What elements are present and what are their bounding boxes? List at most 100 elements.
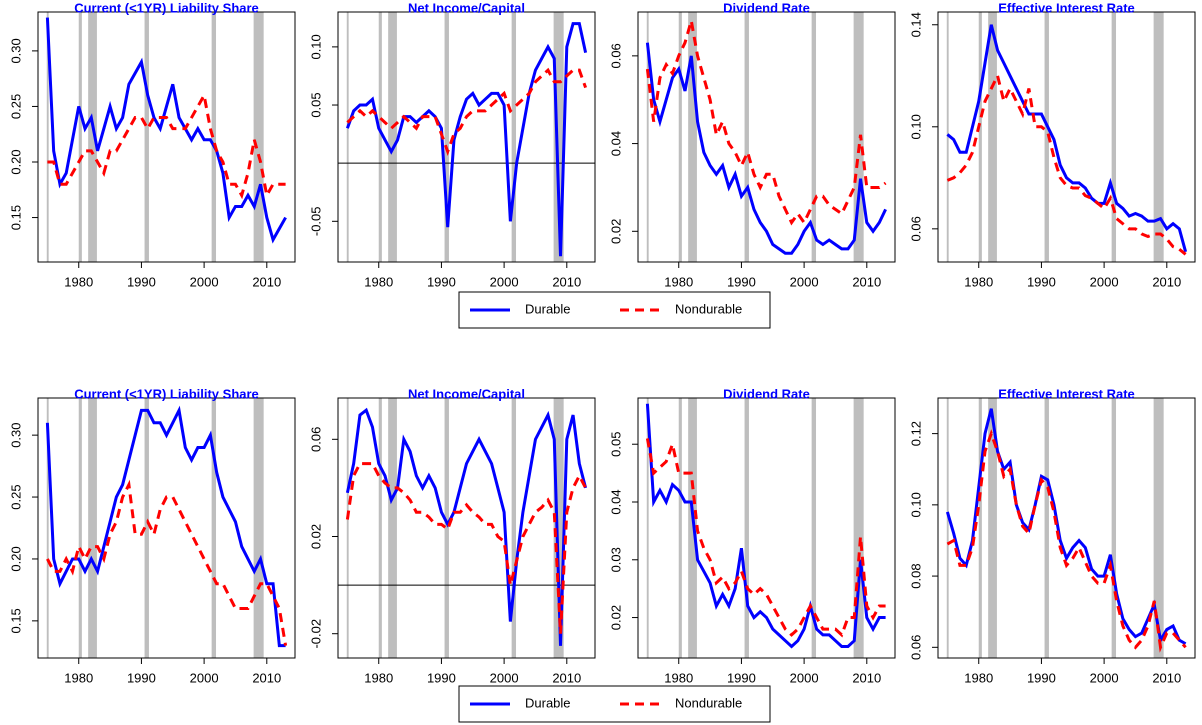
x-tick-label: 1980	[664, 670, 693, 685]
x-tick-label: 2010	[552, 274, 581, 289]
x-tick-label: 1990	[127, 670, 156, 685]
x-tick-label: 1980	[64, 670, 93, 685]
recession-band	[988, 398, 997, 658]
y-tick-label: 0.10	[308, 34, 323, 59]
chart-title: Effective Interest Rate	[998, 386, 1135, 401]
series-line	[47, 91, 286, 200]
x-tick-label: 2000	[1090, 670, 1119, 685]
chart-title: Current (<1YR) Liability Share	[74, 0, 259, 15]
recession-band	[144, 12, 149, 262]
y-tick-label: 0.05	[608, 432, 623, 457]
recession-band	[1111, 12, 1117, 262]
y-tick-label: 0.10	[908, 492, 923, 517]
recession-band	[444, 12, 449, 262]
x-tick-label: 1980	[364, 670, 393, 685]
recession-band	[553, 398, 564, 658]
recession-band	[946, 398, 949, 658]
x-tick-label: 2000	[490, 274, 519, 289]
y-tick-label: 0.06	[908, 216, 923, 241]
x-tick-label: 1990	[427, 274, 456, 289]
series-line	[645, 403, 886, 649]
series-line	[645, 438, 886, 638]
recession-band	[253, 398, 264, 658]
recession-band	[88, 12, 97, 262]
recession-band	[46, 398, 49, 658]
recession-band	[211, 398, 217, 658]
y-tick-label: 0.03	[608, 547, 623, 572]
recession-band	[1153, 398, 1164, 658]
recession-band	[811, 398, 817, 658]
recession-band	[946, 12, 949, 262]
series-line	[346, 67, 588, 156]
y-tick-label: 0.06	[908, 635, 923, 660]
x-tick-label: 2000	[790, 274, 819, 289]
recession-band	[646, 398, 649, 658]
legend-label: Nondurable	[675, 301, 742, 316]
series-line	[345, 22, 588, 257]
plot-frame	[937, 11, 1196, 263]
x-tick-label: 2000	[790, 670, 819, 685]
legend-label: Nondurable	[675, 695, 742, 710]
x-tick-label: 1990	[427, 670, 456, 685]
recession-band	[78, 398, 82, 658]
recession-band	[988, 12, 997, 262]
y-tick-label: 0.02	[308, 524, 323, 549]
recession-band	[1044, 398, 1049, 658]
plot-frame	[337, 397, 596, 659]
y-tick-label: 0.25	[8, 484, 23, 509]
recession-band	[144, 398, 149, 658]
recession-band	[853, 12, 864, 262]
chart-title: Dividend Rate	[723, 386, 810, 401]
recession-band	[388, 398, 397, 658]
y-tick-label: 0.02	[608, 219, 623, 244]
x-tick-label: 1990	[1027, 274, 1056, 289]
plot-frame	[637, 397, 896, 659]
recession-band	[978, 12, 982, 262]
y-tick-label: 0.15	[8, 608, 23, 633]
x-tick-label: 2010	[1152, 274, 1181, 289]
recession-band	[646, 12, 649, 262]
y-tick-label: 0.30	[8, 38, 23, 63]
recession-band	[378, 398, 382, 658]
legend-label: Durable	[525, 301, 571, 316]
chart-title: Current (<1YR) Liability Share	[74, 386, 259, 401]
recession-band	[511, 12, 517, 262]
y-tick-label: -0.02	[308, 619, 323, 649]
series-line	[45, 405, 286, 648]
chart-title: Net Income/Capital	[408, 386, 525, 401]
y-tick-label: 0.06	[308, 427, 323, 452]
x-tick-label: 2010	[252, 274, 281, 289]
recession-band	[688, 398, 697, 658]
x-tick-label: 2010	[852, 274, 881, 289]
y-tick-label: 0.02	[608, 605, 623, 630]
legend-label: Durable	[525, 695, 571, 710]
recession-band	[346, 12, 349, 262]
recession-band	[678, 12, 682, 262]
series-line	[345, 462, 587, 634]
recession-band	[444, 398, 449, 658]
series-line	[945, 408, 1187, 646]
y-tick-label: 0.25	[8, 94, 23, 119]
legend-box	[458, 685, 771, 723]
recession-band	[1111, 398, 1117, 658]
series-line	[46, 479, 288, 646]
y-tick-label: 0.04	[608, 489, 623, 514]
recession-band	[46, 12, 49, 262]
chart-title: Net Income/Capital	[408, 0, 525, 15]
y-tick-label: 0.15	[8, 205, 23, 230]
y-tick-label: 0.20	[8, 546, 23, 571]
y-tick-label: 0.10	[908, 114, 923, 139]
y-tick-label: -0.05	[308, 206, 323, 236]
legend-box	[458, 291, 771, 329]
recession-band	[346, 398, 349, 658]
x-tick-label: 1990	[127, 274, 156, 289]
x-tick-label: 2010	[552, 670, 581, 685]
y-tick-label: 0.12	[908, 421, 923, 446]
chart-title: Dividend Rate	[723, 0, 810, 15]
recession-band	[511, 398, 517, 658]
recession-band	[253, 12, 264, 262]
x-tick-label: 2000	[1090, 274, 1119, 289]
recession-band	[1044, 12, 1049, 262]
recession-band	[78, 12, 82, 262]
y-tick-label: 0.30	[8, 422, 23, 447]
